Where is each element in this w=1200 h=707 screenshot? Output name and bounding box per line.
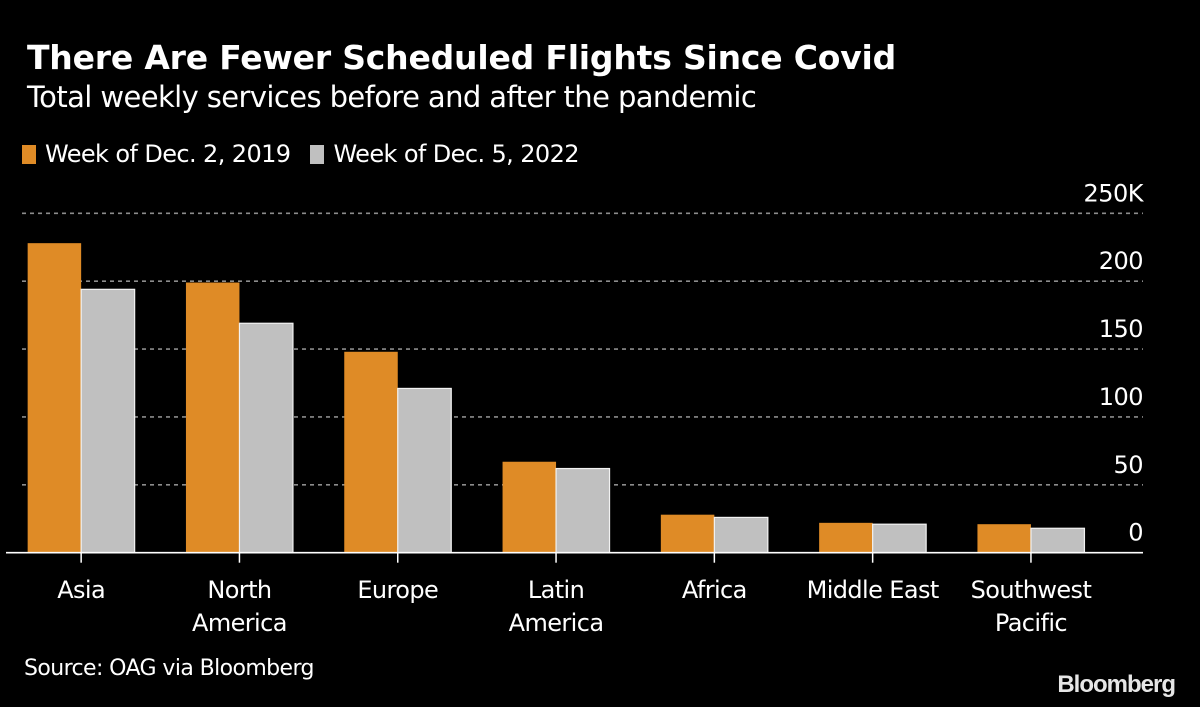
legend-swatch-2022 [310,144,325,164]
legend: Week of Dec. 2, 2019 Week of Dec. 5, 202… [22,140,599,168]
bar-2019 [660,514,715,553]
bar-2022 [713,516,769,554]
x-tick-label: Latin America [509,576,604,637]
bar-2022 [397,387,452,554]
bar-2019 [977,524,1031,553]
legend-swatch-2019 [22,144,36,164]
bar-2019 [502,461,557,553]
y-tick-label: 100 [1099,383,1143,411]
y-tick-label: 200 [1099,247,1143,275]
x-axis-labels: Asia North America Europe Latin America Africa… [57,576,1092,637]
bar-2019 [185,282,240,553]
x-axis [6,551,1143,563]
bar-2022 [1030,527,1086,554]
y-tick-label: 0 [1128,519,1143,547]
legend-item-2022: Week of Dec. 5, 2022 [310,140,580,168]
chart-subtitle: Total weekly services before and after t… [27,80,757,114]
bar-2022 [872,523,927,554]
y-tick-label: 50 [1113,451,1143,479]
x-tick-label: North America [192,576,287,637]
x-tick-label: Europe [357,576,438,604]
bar-2019 [344,351,398,553]
bars [27,243,1086,554]
y-tick-label: 250K [1083,179,1144,207]
x-tick-label: Africa [682,576,747,604]
chart-title: There Are Fewer Scheduled Flights Since … [27,38,897,77]
legend-label-2019: Week of Dec. 2, 2019 [45,140,291,168]
bar-2022 [80,288,136,554]
bloomberg-logo: Bloomberg [1057,671,1176,698]
x-tick-label: Middle East [807,576,939,604]
y-tick-label: 150 [1099,315,1143,343]
legend-label-2022: Week of Dec. 5, 2022 [333,140,579,168]
y-axis-labels: 0 50 100 150 200 250K [1083,179,1145,547]
x-tick-label: Asia [57,576,105,604]
bar-2022 [238,322,294,554]
x-tick-label: Southwest Pacific [971,576,1092,637]
source-note: Source: OAG via Bloomberg [24,656,314,681]
bar-2022 [555,467,611,554]
legend-item-2019: Week of Dec. 2, 2019 [22,140,291,168]
bar-2019 [819,522,873,553]
bar-2019 [27,243,82,553]
